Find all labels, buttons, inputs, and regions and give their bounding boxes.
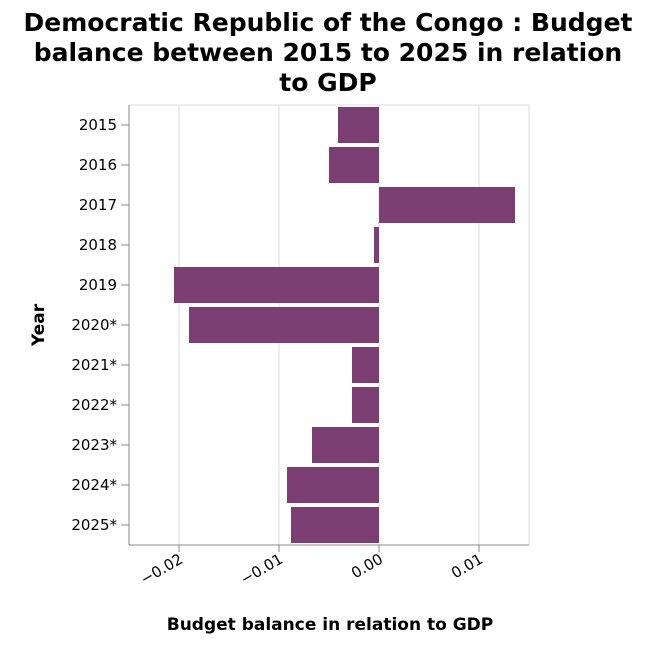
bar-2023*	[312, 427, 379, 463]
bar-2024*	[287, 467, 379, 503]
y-axis-title: Year	[29, 303, 49, 347]
y-tick-label: 2019	[79, 276, 117, 294]
y-tick-label: 2020*	[71, 316, 117, 334]
x-axis: −0.02 −0.01 0.00 0.01	[129, 544, 529, 589]
y-tick-label: 2021*	[71, 356, 117, 374]
y-tick-label: 2023*	[71, 436, 117, 454]
y-tick-label: 2022*	[71, 396, 117, 414]
bar-2020*	[189, 307, 379, 343]
x-tick-label: 0.01	[448, 550, 486, 582]
y-tick-label: 2017	[79, 196, 117, 214]
y-axis: 2015 2016 2017 2018 2019 2020* 2021* 2022* 2023*…	[71, 105, 130, 545]
bar-2022*	[352, 387, 379, 423]
bar-2025*	[291, 507, 379, 543]
chart-title-line-3: to GDP	[279, 68, 376, 97]
y-tick-label: 2025*	[71, 516, 117, 534]
y-tick-label: 2016	[79, 156, 117, 174]
x-tick-label: 0.00	[348, 550, 386, 582]
bars	[174, 107, 515, 543]
bar-2019	[174, 267, 379, 303]
chart-title-line-1: Democratic Republic of the Congo : Budge…	[24, 8, 633, 37]
y-tick-label: 2015	[79, 116, 117, 134]
chart-title-line-2: balance between 2015 to 2025 in relation	[34, 38, 622, 67]
bar-2017	[379, 187, 515, 223]
y-tick-label: 2024*	[71, 476, 117, 494]
bar-2016	[329, 147, 379, 183]
x-tick-label: −0.02	[137, 550, 186, 589]
bar-2021*	[352, 347, 379, 383]
x-axis-title: Budget balance in relation to GDP	[167, 615, 494, 635]
y-tick-label: 2018	[79, 236, 117, 254]
x-tick-label: −0.01	[237, 550, 286, 589]
bar-2015	[338, 107, 379, 143]
plot-frame	[129, 104, 530, 545]
bar-2018	[374, 227, 379, 263]
